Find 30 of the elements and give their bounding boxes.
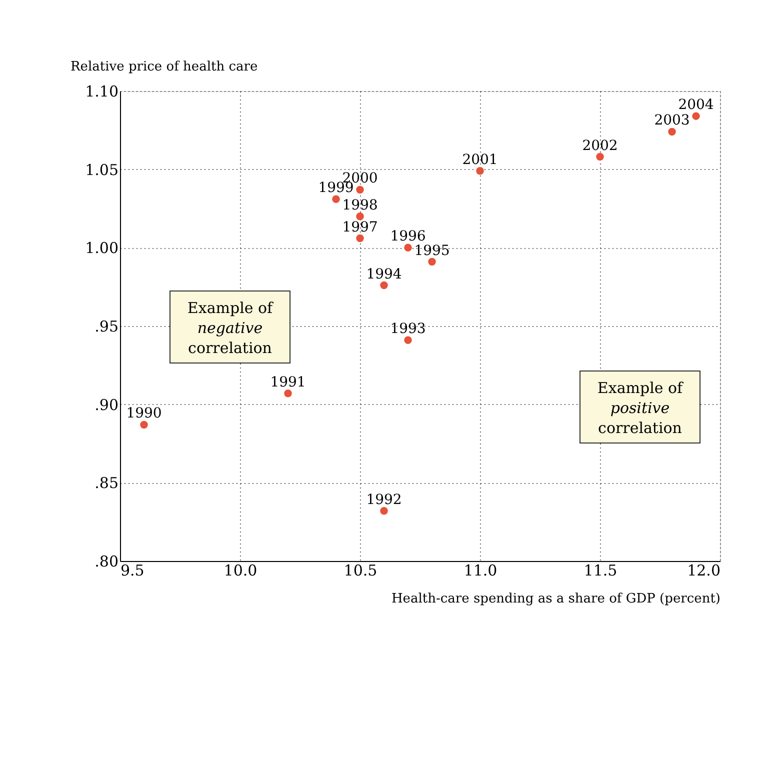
y-tick-label: .95 — [94, 318, 118, 336]
x-axis-title: Health-care spending as a share of GDP (percent) — [391, 592, 720, 606]
annotation: 1993 — [390, 321, 426, 338]
annotation: 2002 — [582, 138, 618, 154]
y-tick-label: .80 — [94, 552, 118, 570]
annotation: 1992 — [366, 492, 402, 508]
annotation: 1998 — [342, 197, 378, 214]
x-tick-label: 12.0 — [687, 562, 720, 580]
annotation: 2004 — [678, 97, 714, 114]
annotation: 1991 — [270, 374, 306, 390]
x-tick-label: 10.5 — [344, 562, 378, 580]
annotation: 1996 — [390, 228, 426, 245]
y-axis-title: Relative price of health care — [70, 60, 258, 74]
x-tick-label: 11.0 — [464, 562, 498, 580]
y-tick-label: 1.10 — [85, 82, 118, 100]
annotation: 2003 — [654, 112, 690, 129]
x-tick-label: 11.5 — [584, 562, 618, 580]
annotation: 1994 — [366, 266, 402, 282]
annotation: 1990 — [126, 406, 162, 422]
annotation: 2001 — [462, 152, 498, 168]
y-tick-label: 1.00 — [85, 239, 118, 258]
y-tick-label: 1.05 — [85, 160, 118, 179]
annotation: Example of negative correlation — [187, 299, 274, 357]
annotation: 1995 — [414, 242, 450, 259]
x-tick-label: 9.5 — [120, 562, 144, 580]
annotation: Example of positive correlation — [597, 379, 684, 437]
annotation: 1997 — [342, 219, 378, 236]
y-tick-label: .90 — [94, 396, 118, 414]
x-tick-label: 10.0 — [224, 562, 258, 580]
y-tick-label: .85 — [94, 474, 118, 492]
